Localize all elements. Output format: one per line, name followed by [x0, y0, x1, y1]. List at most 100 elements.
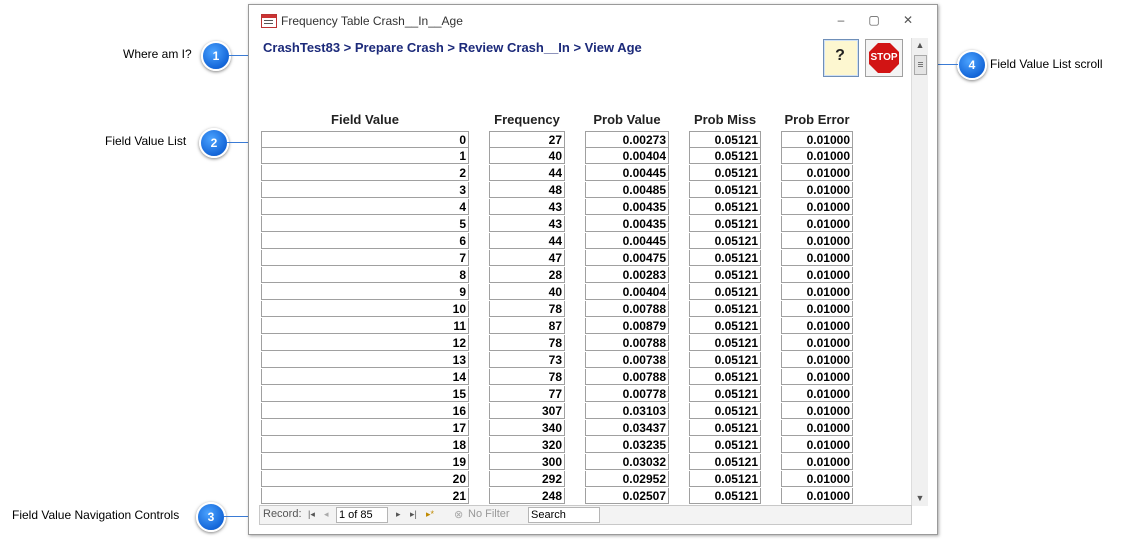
- next-record-icon[interactable]: ▸: [396, 509, 401, 519]
- cell-prob-miss: 0.05121: [689, 454, 761, 470]
- column-header-frequency: Frequency: [494, 112, 560, 127]
- cell-prob-error: 0.01000: [781, 488, 853, 504]
- cell-field-value: 13: [261, 352, 469, 368]
- column-header-prob-value: Prob Value: [593, 112, 661, 127]
- cell-prob-miss: 0.05121: [689, 420, 761, 436]
- cell-field-value: 14: [261, 369, 469, 385]
- cell-frequency: 47: [489, 250, 565, 266]
- title-bar[interactable]: Frequency Table Crash__In__Age – ▢ ✕: [249, 5, 937, 35]
- cell-prob-error: 0.01000: [781, 233, 853, 249]
- cell-prob-value: 0.02952: [585, 471, 669, 487]
- callout-leader-2: [227, 142, 259, 143]
- no-filter-label[interactable]: No Filter: [468, 508, 510, 520]
- cell-prob-miss: 0.05121: [689, 165, 761, 181]
- last-record-icon[interactable]: ▸|: [410, 509, 417, 519]
- cell-frequency: 28: [489, 267, 565, 283]
- cell-prob-value: 0.00273: [585, 131, 669, 148]
- cell-prob-error: 0.01000: [781, 199, 853, 215]
- cell-prob-miss: 0.05121: [689, 437, 761, 453]
- cell-frequency: 40: [489, 284, 565, 300]
- cell-frequency: 48: [489, 182, 565, 198]
- cell-frequency: 43: [489, 216, 565, 232]
- cell-prob-error: 0.01000: [781, 420, 853, 436]
- cell-prob-value: 0.00485: [585, 182, 669, 198]
- cell-prob-value: 0.00435: [585, 216, 669, 232]
- cell-prob-value: 0.00788: [585, 335, 669, 351]
- search-input[interactable]: Search: [528, 507, 600, 523]
- cell-prob-error: 0.01000: [781, 454, 853, 470]
- cell-prob-error: 0.01000: [781, 148, 853, 164]
- cell-frequency: 77: [489, 386, 565, 402]
- cell-prob-miss: 0.05121: [689, 148, 761, 164]
- callout-label-navigation: Field Value Navigation Controls: [12, 508, 180, 522]
- window-title: Frequency Table Crash__In__Age: [281, 14, 463, 28]
- cell-prob-error: 0.01000: [781, 216, 853, 232]
- cell-prob-error: 0.01000: [781, 284, 853, 300]
- cell-field-value: 21: [261, 488, 469, 504]
- record-number-input[interactable]: 1 of 85: [336, 507, 388, 523]
- cell-prob-error: 0.01000: [781, 386, 853, 402]
- cell-prob-miss: 0.05121: [689, 267, 761, 283]
- column-header-prob-error: Prob Error: [784, 112, 850, 127]
- cell-frequency: 248: [489, 488, 565, 504]
- scroll-down-icon[interactable]: ▼: [915, 493, 925, 503]
- cell-frequency: 44: [489, 165, 565, 181]
- record-label: Record:: [263, 508, 302, 520]
- stop-button[interactable]: STOP: [865, 39, 903, 77]
- cell-field-value: 19: [261, 454, 469, 470]
- cell-field-value: 16: [261, 403, 469, 419]
- cell-frequency: 87: [489, 318, 565, 334]
- callout-badge-2: 2: [199, 128, 229, 158]
- cell-prob-miss: 0.05121: [689, 216, 761, 232]
- cell-prob-value: 0.03032: [585, 454, 669, 470]
- cell-prob-error: 0.01000: [781, 335, 853, 351]
- cell-prob-error: 0.01000: [781, 267, 853, 283]
- cell-prob-miss: 0.05121: [689, 199, 761, 215]
- field-value-list-scrollbar[interactable]: ▲ ▼: [911, 38, 928, 506]
- cell-field-value: 20: [261, 471, 469, 487]
- new-record-icon[interactable]: ▸*: [426, 509, 435, 519]
- cell-prob-miss: 0.05121: [689, 131, 761, 148]
- scroll-up-icon[interactable]: ▲: [915, 40, 925, 50]
- record-navigation-bar: Record: |◂ ◂ 1 of 85 ▸ ▸| ▸* ⊗ No Filter…: [259, 505, 912, 525]
- cell-prob-value: 0.03235: [585, 437, 669, 453]
- first-record-icon[interactable]: |◂: [308, 509, 315, 519]
- previous-record-icon[interactable]: ◂: [324, 509, 329, 519]
- cell-field-value: 17: [261, 420, 469, 436]
- help-button[interactable]: ?: [823, 39, 859, 77]
- close-button[interactable]: ✕: [902, 13, 914, 27]
- cell-prob-miss: 0.05121: [689, 301, 761, 317]
- callout-badge-4: 4: [957, 50, 987, 80]
- cell-frequency: 27: [489, 131, 565, 148]
- cell-field-value: 2: [261, 165, 469, 181]
- callout-label-where-am-i: Where am I?: [123, 47, 192, 61]
- cell-prob-value: 0.00435: [585, 199, 669, 215]
- cell-field-value: 9: [261, 284, 469, 300]
- cell-field-value: 0: [261, 131, 469, 148]
- cell-frequency: 320: [489, 437, 565, 453]
- cell-prob-error: 0.01000: [781, 437, 853, 453]
- cell-frequency: 300: [489, 454, 565, 470]
- cell-prob-value: 0.00738: [585, 352, 669, 368]
- cell-field-value: 8: [261, 267, 469, 283]
- column-header-prob-miss: Prob Miss: [693, 112, 757, 127]
- cell-field-value: 3: [261, 182, 469, 198]
- cell-frequency: 78: [489, 369, 565, 385]
- cell-field-value: 10: [261, 301, 469, 317]
- cell-frequency: 73: [489, 352, 565, 368]
- cell-prob-error: 0.01000: [781, 352, 853, 368]
- cell-prob-miss: 0.05121: [689, 471, 761, 487]
- cell-frequency: 40: [489, 148, 565, 164]
- restore-button[interactable]: ▢: [868, 13, 880, 27]
- cell-prob-miss: 0.05121: [689, 403, 761, 419]
- filter-icon[interactable]: ⊗: [454, 509, 464, 521]
- cell-field-value: 5: [261, 216, 469, 232]
- minimize-button[interactable]: –: [837, 13, 845, 27]
- cell-prob-error: 0.01000: [781, 165, 853, 181]
- cell-prob-value: 0.00475: [585, 250, 669, 266]
- scroll-thumb[interactable]: [914, 55, 927, 75]
- cell-prob-miss: 0.05121: [689, 233, 761, 249]
- column-header-field-value: Field Value: [331, 112, 399, 127]
- cell-prob-miss: 0.05121: [689, 182, 761, 198]
- cell-frequency: 78: [489, 301, 565, 317]
